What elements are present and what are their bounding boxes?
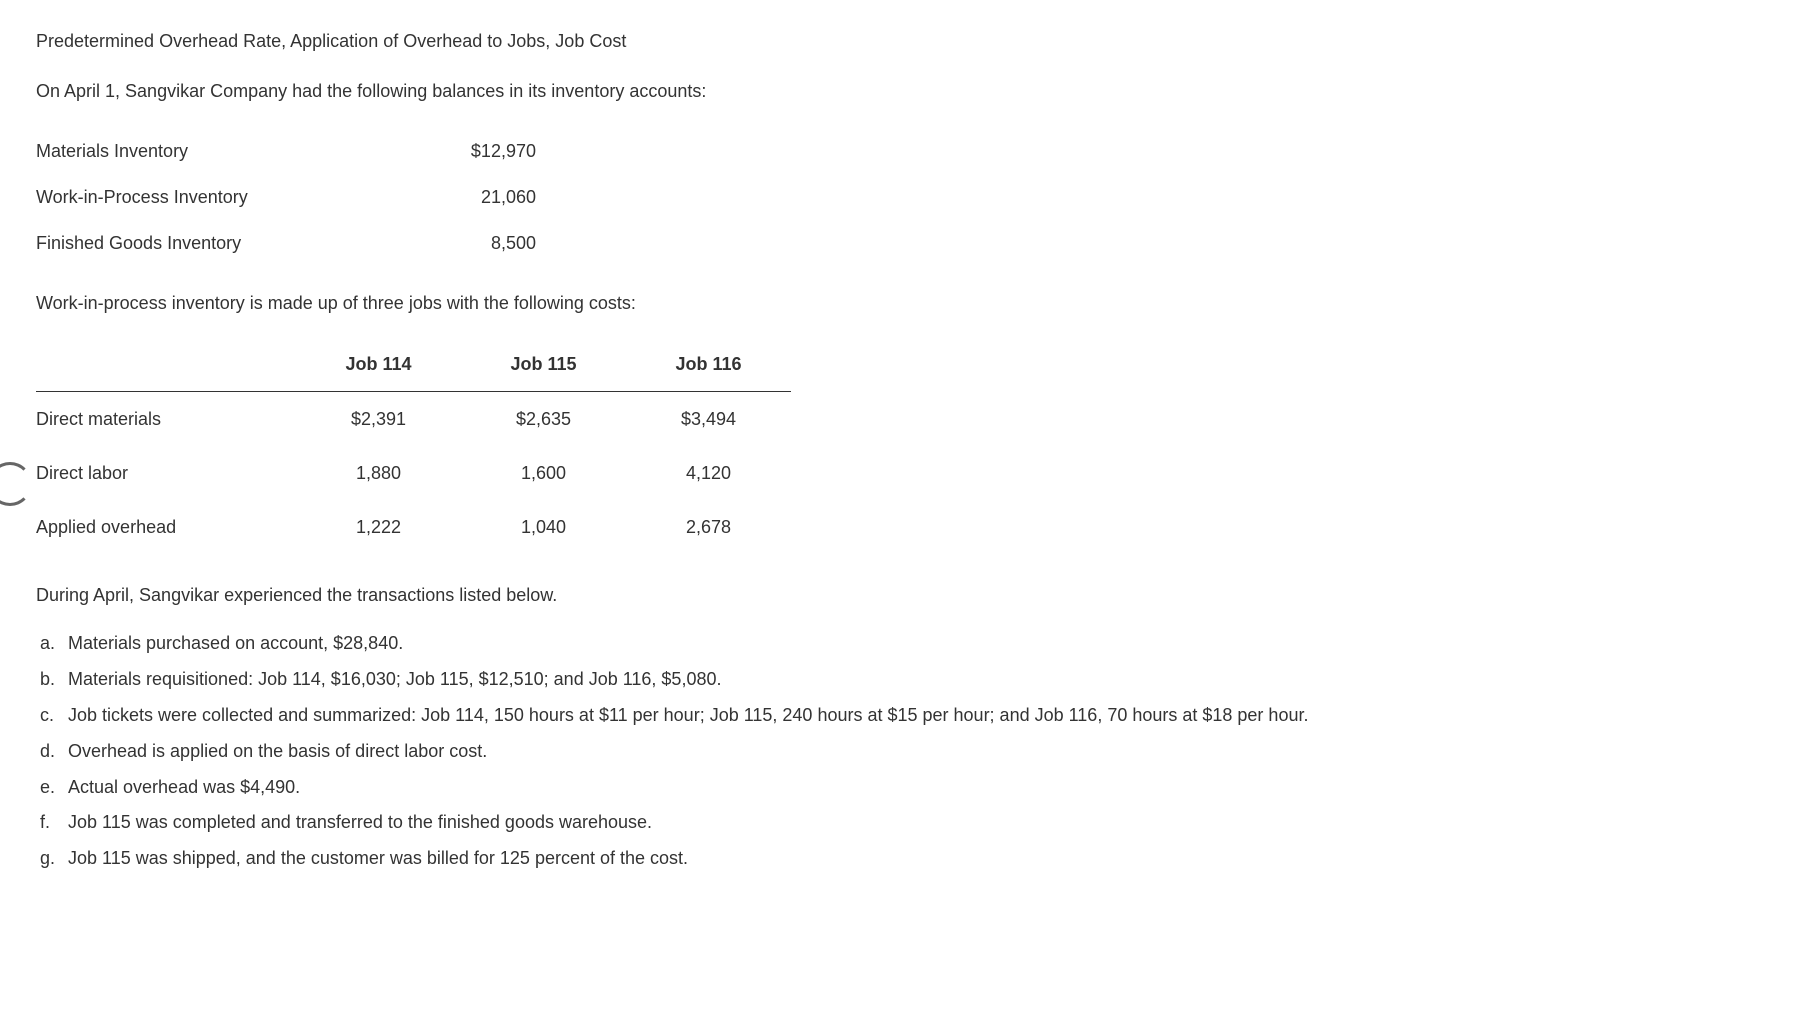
balance-label: Materials Inventory: [36, 128, 426, 174]
list-text: Job tickets were collected and summarize…: [68, 702, 1772, 730]
balance-label: Finished Goods Inventory: [36, 220, 426, 266]
table-row: Applied overhead 1,222 1,040 2,678: [36, 500, 791, 554]
column-header: Job 116: [626, 341, 791, 392]
list-marker: d.: [40, 738, 68, 766]
cell-value: 1,880: [296, 446, 461, 500]
cell-value: $2,391: [296, 391, 461, 446]
jobs-table: Job 114 Job 115 Job 116 Direct materials…: [36, 341, 791, 554]
balance-value: 21,060: [426, 174, 536, 220]
list-text: Job 115 was completed and transferred to…: [68, 809, 1772, 837]
list-text: Overhead is applied on the basis of dire…: [68, 738, 1772, 766]
list-item: d. Overhead is applied on the basis of d…: [40, 738, 1772, 766]
list-text: Actual overhead was $4,490.: [68, 774, 1772, 802]
empty-header: [36, 341, 296, 392]
list-text: Materials requisitioned: Job 114, $16,03…: [68, 666, 1772, 694]
cell-value: 2,678: [626, 500, 791, 554]
table-row: Work-in-Process Inventory 21,060: [36, 174, 536, 220]
table-row: Direct materials $2,391 $2,635 $3,494: [36, 391, 791, 446]
list-marker: g.: [40, 845, 68, 873]
balance-value: 8,500: [426, 220, 536, 266]
row-label: Direct labor: [36, 446, 296, 500]
intro-text: On April 1, Sangvikar Company had the fo…: [36, 78, 1772, 104]
column-header: Job 115: [461, 341, 626, 392]
list-marker: a.: [40, 630, 68, 658]
table-row: Finished Goods Inventory 8,500: [36, 220, 536, 266]
page-title: Predetermined Overhead Rate, Application…: [36, 28, 1772, 54]
balance-label: Work-in-Process Inventory: [36, 174, 426, 220]
list-text: Materials purchased on account, $28,840.: [68, 630, 1772, 658]
wip-intro-text: Work-in-process inventory is made up of …: [36, 290, 1772, 316]
list-item: b. Materials requisitioned: Job 114, $16…: [40, 666, 1772, 694]
cell-value: $3,494: [626, 391, 791, 446]
table-row: Materials Inventory $12,970: [36, 128, 536, 174]
list-item: a. Materials purchased on account, $28,8…: [40, 630, 1772, 658]
cell-value: 4,120: [626, 446, 791, 500]
cell-value: 1,040: [461, 500, 626, 554]
cell-value: 1,222: [296, 500, 461, 554]
list-marker: b.: [40, 666, 68, 694]
list-item: c. Job tickets were collected and summar…: [40, 702, 1772, 730]
column-header: Job 114: [296, 341, 461, 392]
row-label: Applied overhead: [36, 500, 296, 554]
during-text: During April, Sangvikar experienced the …: [36, 582, 1772, 608]
table-header-row: Job 114 Job 115 Job 116: [36, 341, 791, 392]
list-marker: f.: [40, 809, 68, 837]
row-label: Direct materials: [36, 391, 296, 446]
list-item: e. Actual overhead was $4,490.: [40, 774, 1772, 802]
transactions-list: a. Materials purchased on account, $28,8…: [36, 630, 1772, 873]
list-text: Job 115 was shipped, and the customer wa…: [68, 845, 1772, 873]
loading-spinner-arc: [0, 462, 32, 506]
list-item: g. Job 115 was shipped, and the customer…: [40, 845, 1772, 873]
balances-table: Materials Inventory $12,970 Work-in-Proc…: [36, 128, 536, 266]
list-item: f. Job 115 was completed and transferred…: [40, 809, 1772, 837]
table-row: Direct labor 1,880 1,600 4,120: [36, 446, 791, 500]
list-marker: e.: [40, 774, 68, 802]
list-marker: c.: [40, 702, 68, 730]
balance-value: $12,970: [426, 128, 536, 174]
cell-value: $2,635: [461, 391, 626, 446]
cell-value: 1,600: [461, 446, 626, 500]
